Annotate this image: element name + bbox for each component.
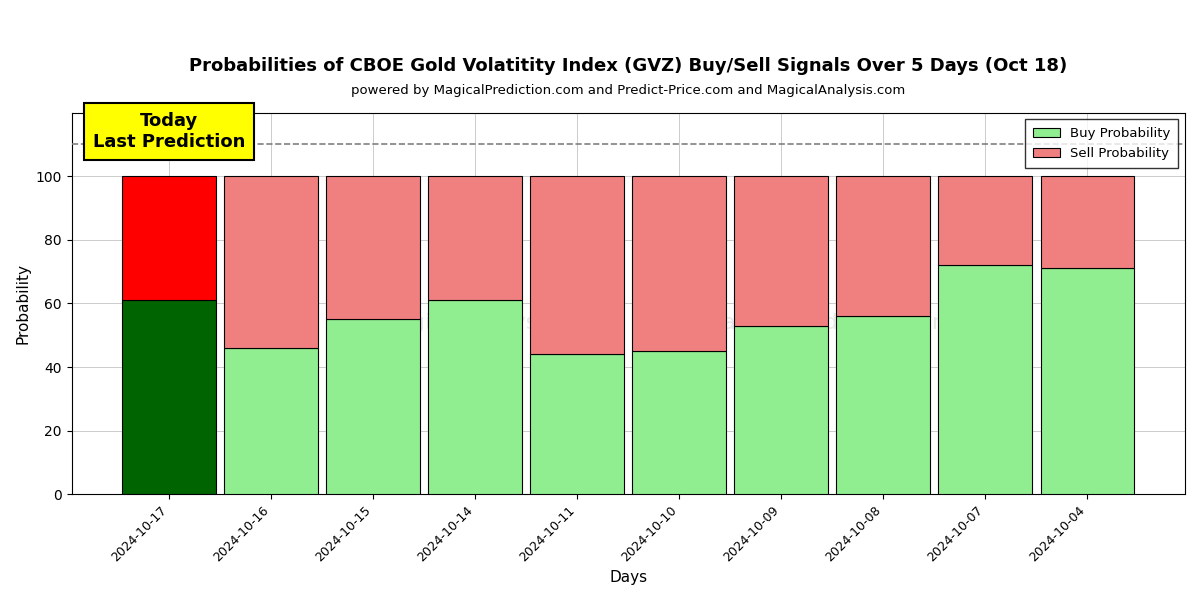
Bar [734,176,828,326]
Bar [224,176,318,348]
Bar [836,316,930,494]
Bar [632,351,726,494]
Bar [428,176,522,300]
Bar [122,300,216,494]
Bar [1040,176,1134,268]
Bar [326,176,420,319]
Bar [632,176,726,351]
Bar [734,326,828,494]
Bar [1040,268,1134,494]
Bar [122,176,216,300]
Bar [938,265,1032,494]
Bar [530,355,624,494]
Text: MagicalAnalysis.com: MagicalAnalysis.com [379,313,611,332]
Text: Today
Last Prediction: Today Last Prediction [94,112,245,151]
X-axis label: Days: Days [610,570,647,585]
Bar [326,319,420,494]
Bar [836,176,930,316]
Y-axis label: Probability: Probability [16,263,30,344]
Text: powered by MagicalPrediction.com and Predict-Price.com and MagicalAnalysis.com: powered by MagicalPrediction.com and Pre… [352,85,906,97]
Bar [530,176,624,355]
Bar [224,348,318,494]
Legend: Buy Probability, Sell Probability: Buy Probability, Sell Probability [1025,119,1178,167]
Bar [938,176,1032,265]
Title: Probabilities of CBOE Gold Volatitity Index (GVZ) Buy/Sell Signals Over 5 Days (: Probabilities of CBOE Gold Volatitity In… [190,57,1068,75]
Text: MagicalPrediction.com: MagicalPrediction.com [703,313,954,332]
Bar [428,300,522,494]
